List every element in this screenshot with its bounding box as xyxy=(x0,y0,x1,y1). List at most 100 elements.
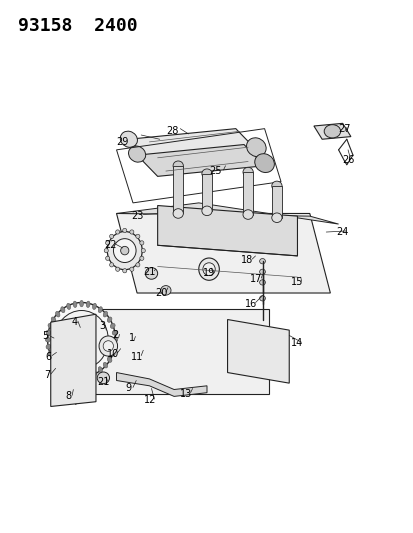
Ellipse shape xyxy=(73,372,77,378)
Ellipse shape xyxy=(120,131,137,147)
Text: 27: 27 xyxy=(338,124,350,134)
Polygon shape xyxy=(271,186,281,217)
Polygon shape xyxy=(116,373,206,397)
Text: 9: 9 xyxy=(126,383,132,393)
Ellipse shape xyxy=(47,303,115,377)
Ellipse shape xyxy=(246,138,266,157)
Text: 19: 19 xyxy=(202,269,215,278)
Polygon shape xyxy=(92,309,268,394)
Ellipse shape xyxy=(86,372,90,378)
Polygon shape xyxy=(137,144,264,176)
Polygon shape xyxy=(75,309,92,405)
Ellipse shape xyxy=(110,324,115,328)
Ellipse shape xyxy=(242,210,253,219)
Ellipse shape xyxy=(271,181,281,191)
Text: 24: 24 xyxy=(336,227,348,237)
Polygon shape xyxy=(242,172,252,215)
Ellipse shape xyxy=(160,286,171,295)
Ellipse shape xyxy=(46,330,51,335)
Ellipse shape xyxy=(271,213,281,222)
Ellipse shape xyxy=(110,351,115,356)
Text: 25: 25 xyxy=(209,166,221,176)
Ellipse shape xyxy=(86,301,90,308)
Ellipse shape xyxy=(198,258,219,280)
Ellipse shape xyxy=(254,154,274,173)
Ellipse shape xyxy=(59,329,65,336)
Ellipse shape xyxy=(173,161,183,171)
Ellipse shape xyxy=(259,296,265,301)
Ellipse shape xyxy=(173,209,183,218)
Ellipse shape xyxy=(99,336,117,356)
Ellipse shape xyxy=(73,301,77,308)
Text: 10: 10 xyxy=(107,349,119,359)
Ellipse shape xyxy=(202,169,211,179)
Ellipse shape xyxy=(97,372,109,384)
Ellipse shape xyxy=(48,351,53,356)
Ellipse shape xyxy=(66,303,71,310)
Ellipse shape xyxy=(323,125,340,138)
Ellipse shape xyxy=(259,259,265,264)
Text: 7: 7 xyxy=(44,370,50,380)
Polygon shape xyxy=(128,128,256,160)
Ellipse shape xyxy=(98,306,102,313)
Ellipse shape xyxy=(202,206,211,216)
Ellipse shape xyxy=(122,269,126,273)
Ellipse shape xyxy=(69,326,94,353)
Text: 26: 26 xyxy=(342,156,354,165)
Ellipse shape xyxy=(92,303,96,310)
Ellipse shape xyxy=(113,337,117,342)
Text: 5: 5 xyxy=(43,332,49,342)
Ellipse shape xyxy=(202,263,215,276)
Ellipse shape xyxy=(140,241,144,245)
Ellipse shape xyxy=(112,330,117,335)
Ellipse shape xyxy=(103,341,113,351)
Ellipse shape xyxy=(66,370,71,376)
Polygon shape xyxy=(227,319,289,383)
Ellipse shape xyxy=(103,311,107,317)
Text: 20: 20 xyxy=(155,288,168,298)
Ellipse shape xyxy=(141,248,145,253)
Ellipse shape xyxy=(122,228,126,232)
Text: 23: 23 xyxy=(131,211,143,221)
Ellipse shape xyxy=(259,269,265,274)
Ellipse shape xyxy=(129,267,133,271)
Polygon shape xyxy=(313,123,350,139)
Ellipse shape xyxy=(135,234,140,238)
Ellipse shape xyxy=(105,241,109,245)
Ellipse shape xyxy=(61,367,65,373)
Text: 93158  2400: 93158 2400 xyxy=(18,17,137,35)
Ellipse shape xyxy=(45,337,50,342)
Polygon shape xyxy=(173,166,183,214)
Ellipse shape xyxy=(80,373,83,379)
Text: 11: 11 xyxy=(131,352,143,361)
Ellipse shape xyxy=(76,334,86,345)
Text: 14: 14 xyxy=(291,338,303,349)
Ellipse shape xyxy=(128,146,145,162)
Ellipse shape xyxy=(120,246,128,255)
Polygon shape xyxy=(116,203,338,224)
Ellipse shape xyxy=(140,256,144,261)
Ellipse shape xyxy=(55,362,60,368)
Text: 2: 2 xyxy=(112,330,119,341)
Text: 6: 6 xyxy=(45,352,52,361)
Ellipse shape xyxy=(61,306,65,313)
Ellipse shape xyxy=(107,231,142,270)
Ellipse shape xyxy=(105,256,109,261)
Ellipse shape xyxy=(109,263,114,267)
Text: 16: 16 xyxy=(244,298,257,309)
Ellipse shape xyxy=(103,362,107,368)
Text: 13: 13 xyxy=(180,389,192,399)
Ellipse shape xyxy=(145,268,157,279)
Ellipse shape xyxy=(46,344,51,349)
Ellipse shape xyxy=(51,357,56,362)
Ellipse shape xyxy=(259,280,265,285)
Ellipse shape xyxy=(98,367,102,373)
Text: 3: 3 xyxy=(99,321,105,331)
Ellipse shape xyxy=(107,317,112,322)
Text: 29: 29 xyxy=(116,137,128,147)
Ellipse shape xyxy=(113,239,136,263)
Text: 28: 28 xyxy=(166,126,178,136)
Polygon shape xyxy=(116,214,330,293)
Ellipse shape xyxy=(135,263,140,267)
Text: 21: 21 xyxy=(97,377,109,387)
